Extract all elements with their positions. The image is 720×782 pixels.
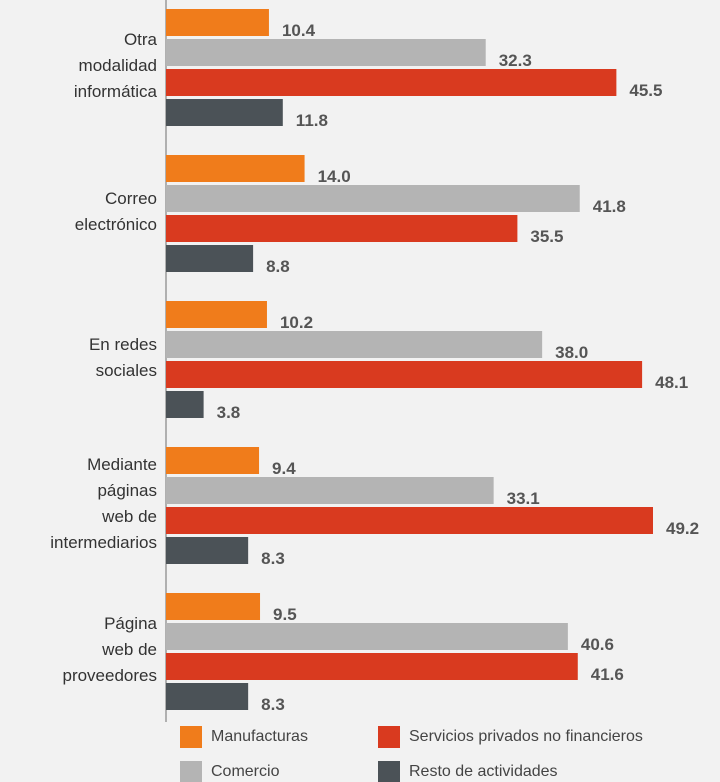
bar bbox=[166, 69, 617, 96]
bar bbox=[166, 215, 518, 242]
value-label: 32.3 bbox=[499, 51, 532, 70]
legend-swatch bbox=[180, 726, 202, 748]
bar bbox=[166, 185, 580, 212]
bar bbox=[166, 245, 254, 272]
value-label: 8.8 bbox=[266, 257, 290, 276]
bar bbox=[166, 683, 249, 710]
category-label: Mediante páginas web de intermediarios bbox=[50, 455, 157, 552]
category-label: Correo electrónico bbox=[75, 189, 157, 234]
bar bbox=[166, 447, 260, 474]
bar bbox=[166, 593, 261, 620]
value-label: 40.6 bbox=[581, 635, 614, 654]
legend-label: Resto de actividades bbox=[409, 763, 558, 780]
value-label: 45.5 bbox=[629, 81, 662, 100]
bar bbox=[166, 301, 267, 328]
legend-label: Manufacturas bbox=[211, 728, 308, 745]
value-label: 9.5 bbox=[273, 605, 297, 624]
legend-swatch bbox=[180, 761, 202, 782]
value-label: 8.3 bbox=[261, 695, 285, 714]
value-label: 9.4 bbox=[272, 459, 296, 478]
bar bbox=[166, 331, 543, 358]
value-label: 38.0 bbox=[555, 343, 588, 362]
bar bbox=[166, 99, 283, 126]
bar bbox=[166, 653, 578, 680]
category-label: Página web de proveedores bbox=[62, 614, 157, 685]
value-label: 10.2 bbox=[280, 313, 313, 332]
value-label: 35.5 bbox=[530, 227, 563, 246]
bar bbox=[166, 391, 204, 418]
value-label: 41.8 bbox=[593, 197, 626, 216]
value-label: 49.2 bbox=[666, 519, 699, 538]
legend-label: Comercio bbox=[211, 763, 280, 780]
bar bbox=[166, 9, 269, 36]
category-label: En redes sociales bbox=[89, 335, 157, 380]
bar bbox=[166, 537, 249, 564]
value-label: 11.8 bbox=[296, 111, 328, 130]
value-label: 10.4 bbox=[282, 21, 316, 40]
legend-swatch bbox=[378, 761, 400, 782]
legend-swatch bbox=[378, 726, 400, 748]
value-label: 14.0 bbox=[318, 167, 351, 186]
category-label: Otra modalidad informática bbox=[74, 30, 158, 101]
value-label: 8.3 bbox=[261, 549, 285, 568]
bar bbox=[166, 39, 486, 66]
value-label: 3.8 bbox=[217, 403, 241, 422]
legend-label: Servicios privados no financieros bbox=[409, 728, 643, 745]
bar bbox=[166, 507, 653, 534]
bar bbox=[166, 361, 643, 388]
value-label: 33.1 bbox=[507, 489, 540, 508]
bar bbox=[166, 623, 568, 650]
bar bbox=[166, 477, 494, 504]
bar bbox=[166, 155, 305, 182]
value-label: 41.6 bbox=[591, 665, 624, 684]
value-label: 48.1 bbox=[655, 373, 688, 392]
